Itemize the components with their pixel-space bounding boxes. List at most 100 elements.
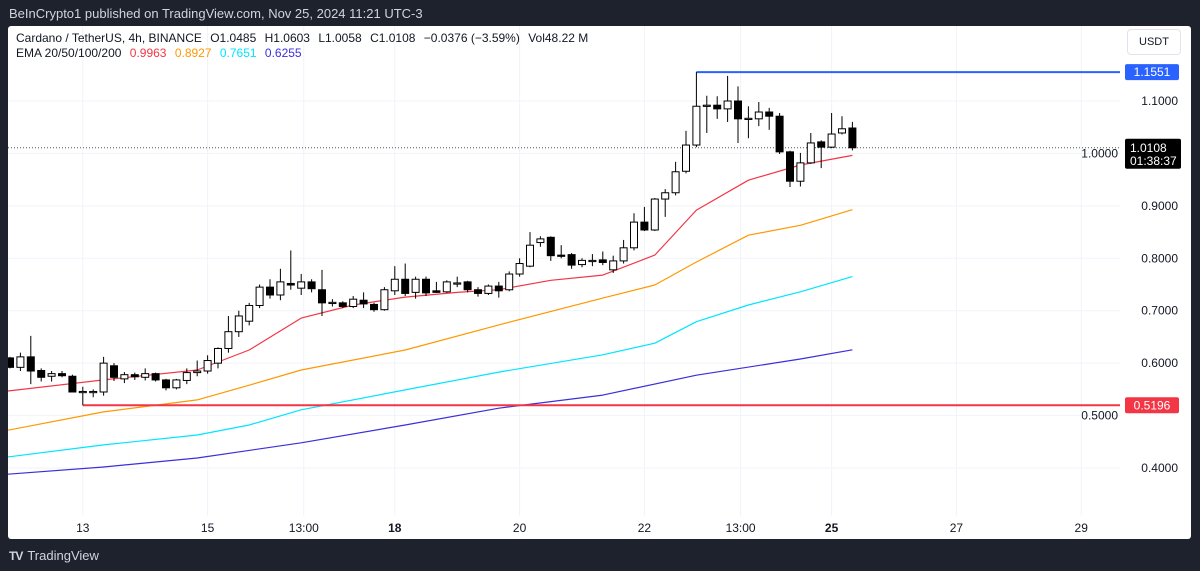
candle-up	[203, 360, 212, 372]
candle-down	[432, 290, 441, 293]
high-value: H1.0603	[264, 31, 310, 45]
candle-up	[723, 100, 732, 110]
candle-up	[650, 198, 659, 231]
candle-up	[661, 192, 670, 200]
candle-up	[609, 260, 618, 271]
x-tick-label: 13:00	[289, 521, 319, 535]
x-tick-label: 13	[76, 521, 90, 535]
candle-down	[817, 141, 826, 148]
candle-down	[286, 282, 295, 286]
candle-up	[411, 278, 420, 293]
candle-up	[380, 289, 389, 311]
candle-down	[567, 254, 576, 266]
candle-up	[214, 347, 222, 364]
candle-up	[245, 304, 254, 322]
candle-up	[806, 142, 815, 164]
candle-down	[401, 278, 410, 294]
candle-up	[349, 298, 358, 308]
candle-down	[494, 285, 503, 292]
candle-up	[484, 285, 493, 294]
tradingview-logo[interactable]: TV TradingView	[9, 548, 99, 563]
ema200-value: 0.6255	[264, 46, 302, 60]
publisher-caption: BeInCrypto1 published on TradingView.com…	[9, 6, 423, 21]
candle-up	[515, 263, 524, 275]
symbol-label[interactable]: Cardano / TetherUS, 4h, BINANCE	[16, 31, 202, 45]
candle-down	[598, 259, 607, 263]
y-tick-label: 1.0000	[1081, 146, 1118, 160]
x-tick-label: 27	[950, 521, 964, 535]
candle-up	[588, 259, 597, 263]
candle-down	[786, 151, 794, 182]
candle-up	[838, 128, 846, 134]
candlestick-chart[interactable]: 0.4000 0.5000 0.6000 0.7000 0.8000 0.9000 1.00…	[8, 26, 1191, 539]
candle-up	[702, 104, 711, 107]
x-tick-label: 15	[201, 521, 215, 535]
x-tick-label: 18	[388, 521, 402, 535]
x-tick-label: 20	[513, 521, 527, 535]
candle-down	[26, 356, 35, 372]
candle-down	[775, 115, 784, 153]
x-tick-label: 29	[1075, 521, 1089, 535]
tradingview-logo-icon: TV	[9, 548, 23, 563]
candle-up	[630, 221, 638, 249]
candle-down	[359, 299, 368, 305]
candle-down	[422, 278, 430, 294]
candle-down	[765, 111, 774, 117]
candle-down	[37, 369, 46, 378]
candle-up	[505, 273, 514, 291]
open-value: O1.0485	[210, 31, 257, 45]
volume-value: Vol48.22 M	[528, 31, 589, 45]
ema-line-ema20	[8, 154, 853, 392]
y-tick-label: 1.1000	[1141, 94, 1178, 108]
chart-panel[interactable]: Cardano / TetherUS, 4h, BINANCE O1.0485 …	[8, 26, 1191, 539]
low-value: L1.0058	[318, 31, 362, 45]
last-price-label: 1.0108	[1130, 141, 1167, 155]
candle-down	[370, 303, 378, 311]
candle-up	[182, 372, 191, 381]
last-price-badge	[1125, 138, 1181, 169]
ema-line-ema200	[8, 349, 853, 475]
candle-down	[110, 365, 118, 378]
candle-down	[307, 281, 316, 290]
y-tick-label: 0.4000	[1141, 461, 1178, 475]
price-level-badge-label: 0.5196	[1134, 398, 1171, 412]
candle-up	[744, 117, 753, 121]
candle-down	[162, 379, 170, 389]
candle-down	[713, 104, 722, 110]
ema-label[interactable]: EMA 20/50/100/200	[16, 46, 122, 60]
candle-up	[442, 281, 451, 293]
candle-up	[99, 362, 108, 393]
candle-up	[390, 278, 399, 292]
candle-down	[318, 289, 326, 304]
price-level-badge	[1125, 397, 1179, 414]
candle-down	[8, 357, 14, 368]
currency-button[interactable]: USDT	[1127, 29, 1181, 55]
ema-row: EMA 20/50/100/200 0.9963 0.8927 0.7651 0…	[16, 46, 593, 61]
candle-up	[234, 315, 243, 333]
candle-up	[120, 374, 129, 380]
candle-up	[754, 111, 763, 120]
candle-up	[89, 390, 98, 394]
candle-up	[526, 244, 534, 267]
close-value: C1.0108	[370, 31, 416, 45]
candle-up	[16, 356, 25, 368]
candle-up	[172, 379, 181, 389]
candle-up	[453, 282, 462, 285]
candle-up	[141, 373, 150, 378]
candle-down	[474, 289, 482, 294]
price-level-badge	[1125, 64, 1179, 81]
candle-down	[338, 302, 347, 308]
candle-up	[671, 171, 680, 194]
y-tick-label: 0.5000	[1081, 409, 1118, 423]
candle-down	[130, 374, 139, 378]
candle-down	[58, 373, 66, 377]
candle-up	[255, 286, 264, 306]
candle-up	[276, 281, 285, 296]
chart-legend: Cardano / TetherUS, 4h, BINANCE O1.0485 …	[16, 31, 593, 61]
y-tick-label: 0.9000	[1141, 199, 1178, 213]
candle-up	[536, 238, 545, 244]
candle-up	[297, 281, 306, 289]
candle-up	[578, 259, 586, 266]
candle-down	[546, 236, 555, 257]
candle-up	[619, 247, 628, 262]
